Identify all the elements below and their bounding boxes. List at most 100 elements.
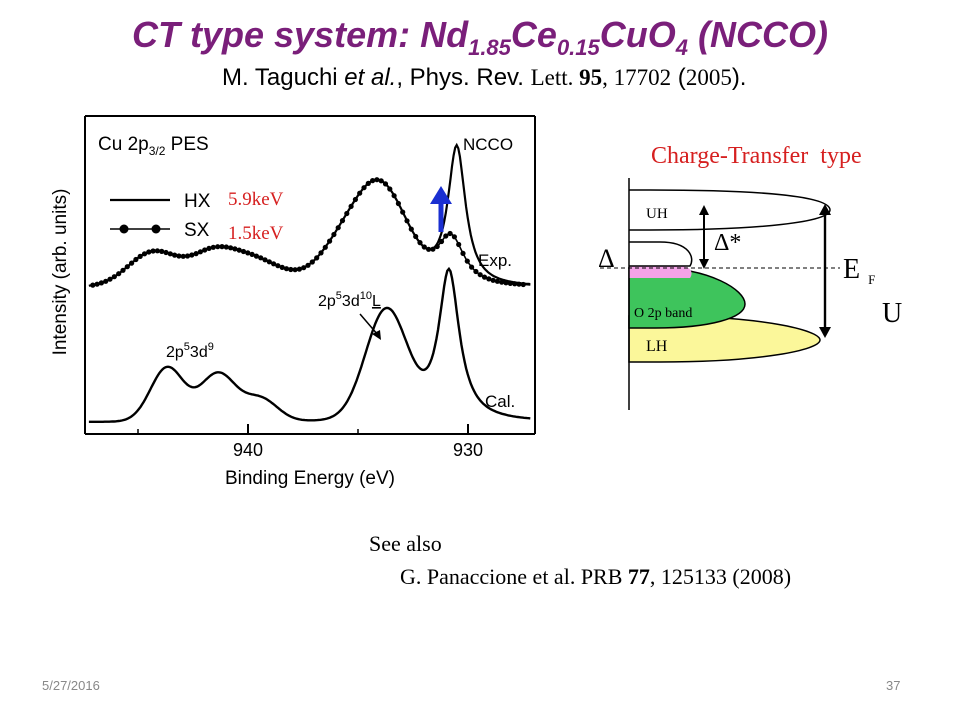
delta-star-label: Δ*: [714, 230, 741, 256]
sx-point-80: [434, 243, 440, 250]
u-arrow: [819, 204, 831, 338]
sx-point-45: [283, 266, 290, 272]
sx-point-40: [262, 257, 268, 263]
sx-point-74: [408, 226, 414, 232]
peak-label-d9: 2p53d9: [166, 341, 214, 361]
sx-point-47: [292, 267, 298, 273]
uh-label: UH: [646, 206, 668, 222]
sx-point-29: [215, 244, 221, 250]
sx-point-49: [301, 265, 307, 271]
sx-point-4: [107, 276, 113, 282]
sx-point-94: [494, 278, 500, 284]
sx-point-3: [103, 278, 109, 284]
sx-point-12: [141, 251, 148, 257]
sx-point-50: [305, 262, 311, 268]
sx-point-34: [236, 247, 242, 253]
slide-title: CT type system: Nd1.85Ce0.15CuO4 (NCCO): [132, 14, 828, 60]
sx-point-28: [210, 244, 216, 250]
legend-dot-sx-1: [119, 224, 129, 234]
sx-point-0: [90, 282, 96, 288]
sx-point-91: [481, 274, 488, 280]
energy-label-hx: 5.9keV: [228, 189, 284, 210]
sx-point-78: [426, 246, 432, 252]
sx-point-90: [477, 272, 483, 278]
sx-point-84: [451, 234, 457, 240]
sx-point-75: [413, 233, 419, 240]
sx-point-88: [469, 264, 475, 270]
sx-point-69: [387, 186, 393, 192]
uh-band: [629, 189, 831, 231]
filled-upper-band: [629, 266, 692, 278]
sx-point-25: [197, 249, 203, 255]
sx-point-81: [438, 238, 445, 245]
sx-point-59: [344, 210, 350, 217]
x-axis-label: Binding Energy (eV): [225, 468, 395, 489]
sx-point-100: [520, 281, 526, 288]
sx-point-24: [193, 251, 199, 257]
sx-point-79: [430, 246, 436, 252]
sx-point-37: [249, 251, 255, 257]
exp-label: Exp.: [478, 251, 512, 270]
sample-label: NCCO: [463, 135, 513, 154]
sx-point-73: [404, 218, 410, 224]
series-points-sx: [90, 177, 526, 288]
sx-point-48: [296, 266, 302, 272]
sx-point-7: [120, 267, 126, 273]
sx-point-53: [318, 250, 324, 256]
sx-point-27: [206, 245, 212, 251]
sx-point-55: [327, 238, 333, 244]
sx-point-93: [490, 277, 496, 283]
sx-point-41: [266, 259, 272, 265]
sx-point-71: [395, 200, 401, 207]
sx-point-95: [499, 279, 505, 285]
sx-point-20: [176, 253, 182, 259]
sx-point-85: [456, 241, 462, 248]
sx-point-97: [507, 280, 513, 286]
sx-point-57: [335, 225, 341, 231]
pes-frame: [84, 115, 536, 435]
sx-point-44: [279, 264, 285, 270]
sx-point-38: [253, 253, 259, 259]
sx-point-16: [159, 248, 165, 254]
lh-label: LH: [646, 338, 668, 355]
sx-point-61: [352, 196, 358, 203]
sx-point-63: [361, 185, 367, 191]
sx-point-92: [486, 276, 492, 282]
u-label: U: [882, 298, 902, 329]
x-tick-label-930: 930: [453, 440, 483, 460]
delta-label: Δ: [598, 244, 615, 273]
sx-point-6: [116, 271, 122, 277]
peak-label-ligand-pointer: [359, 313, 379, 336]
pes-header: Cu 2p3/2 PES: [98, 134, 209, 158]
sx-point-39: [258, 255, 264, 261]
sx-point-76: [417, 240, 423, 246]
sx-point-96: [503, 280, 509, 286]
energy-label-sx: 1.5keV: [228, 223, 284, 244]
sx-point-19: [172, 252, 178, 258]
sx-point-21: [180, 253, 186, 259]
ct-title: Charge-Transfer type: [651, 143, 862, 169]
sx-point-10: [133, 256, 139, 263]
sx-point-32: [228, 245, 234, 251]
sx-point-86: [460, 250, 466, 256]
sx-point-58: [339, 218, 346, 224]
legend-label-hx: HX: [184, 191, 211, 212]
cal-label: Cal.: [485, 392, 515, 411]
sx-point-66: [374, 177, 380, 183]
sx-point-26: [202, 247, 208, 253]
footer-date: 5/27/2016: [42, 678, 100, 693]
sx-point-98: [512, 281, 518, 287]
sx-point-2: [98, 280, 104, 286]
sx-point-87: [464, 258, 470, 264]
sx-point-82: [443, 233, 449, 239]
delta-star-arrow: [699, 205, 709, 269]
series-line-cal: [88, 266, 531, 423]
sx-point-33: [232, 246, 238, 252]
sx-point-70: [391, 193, 397, 199]
peak-label-ligand: 2p53d10L: [318, 290, 381, 310]
sx-point-18: [167, 251, 173, 257]
sx-point-46: [288, 266, 294, 273]
